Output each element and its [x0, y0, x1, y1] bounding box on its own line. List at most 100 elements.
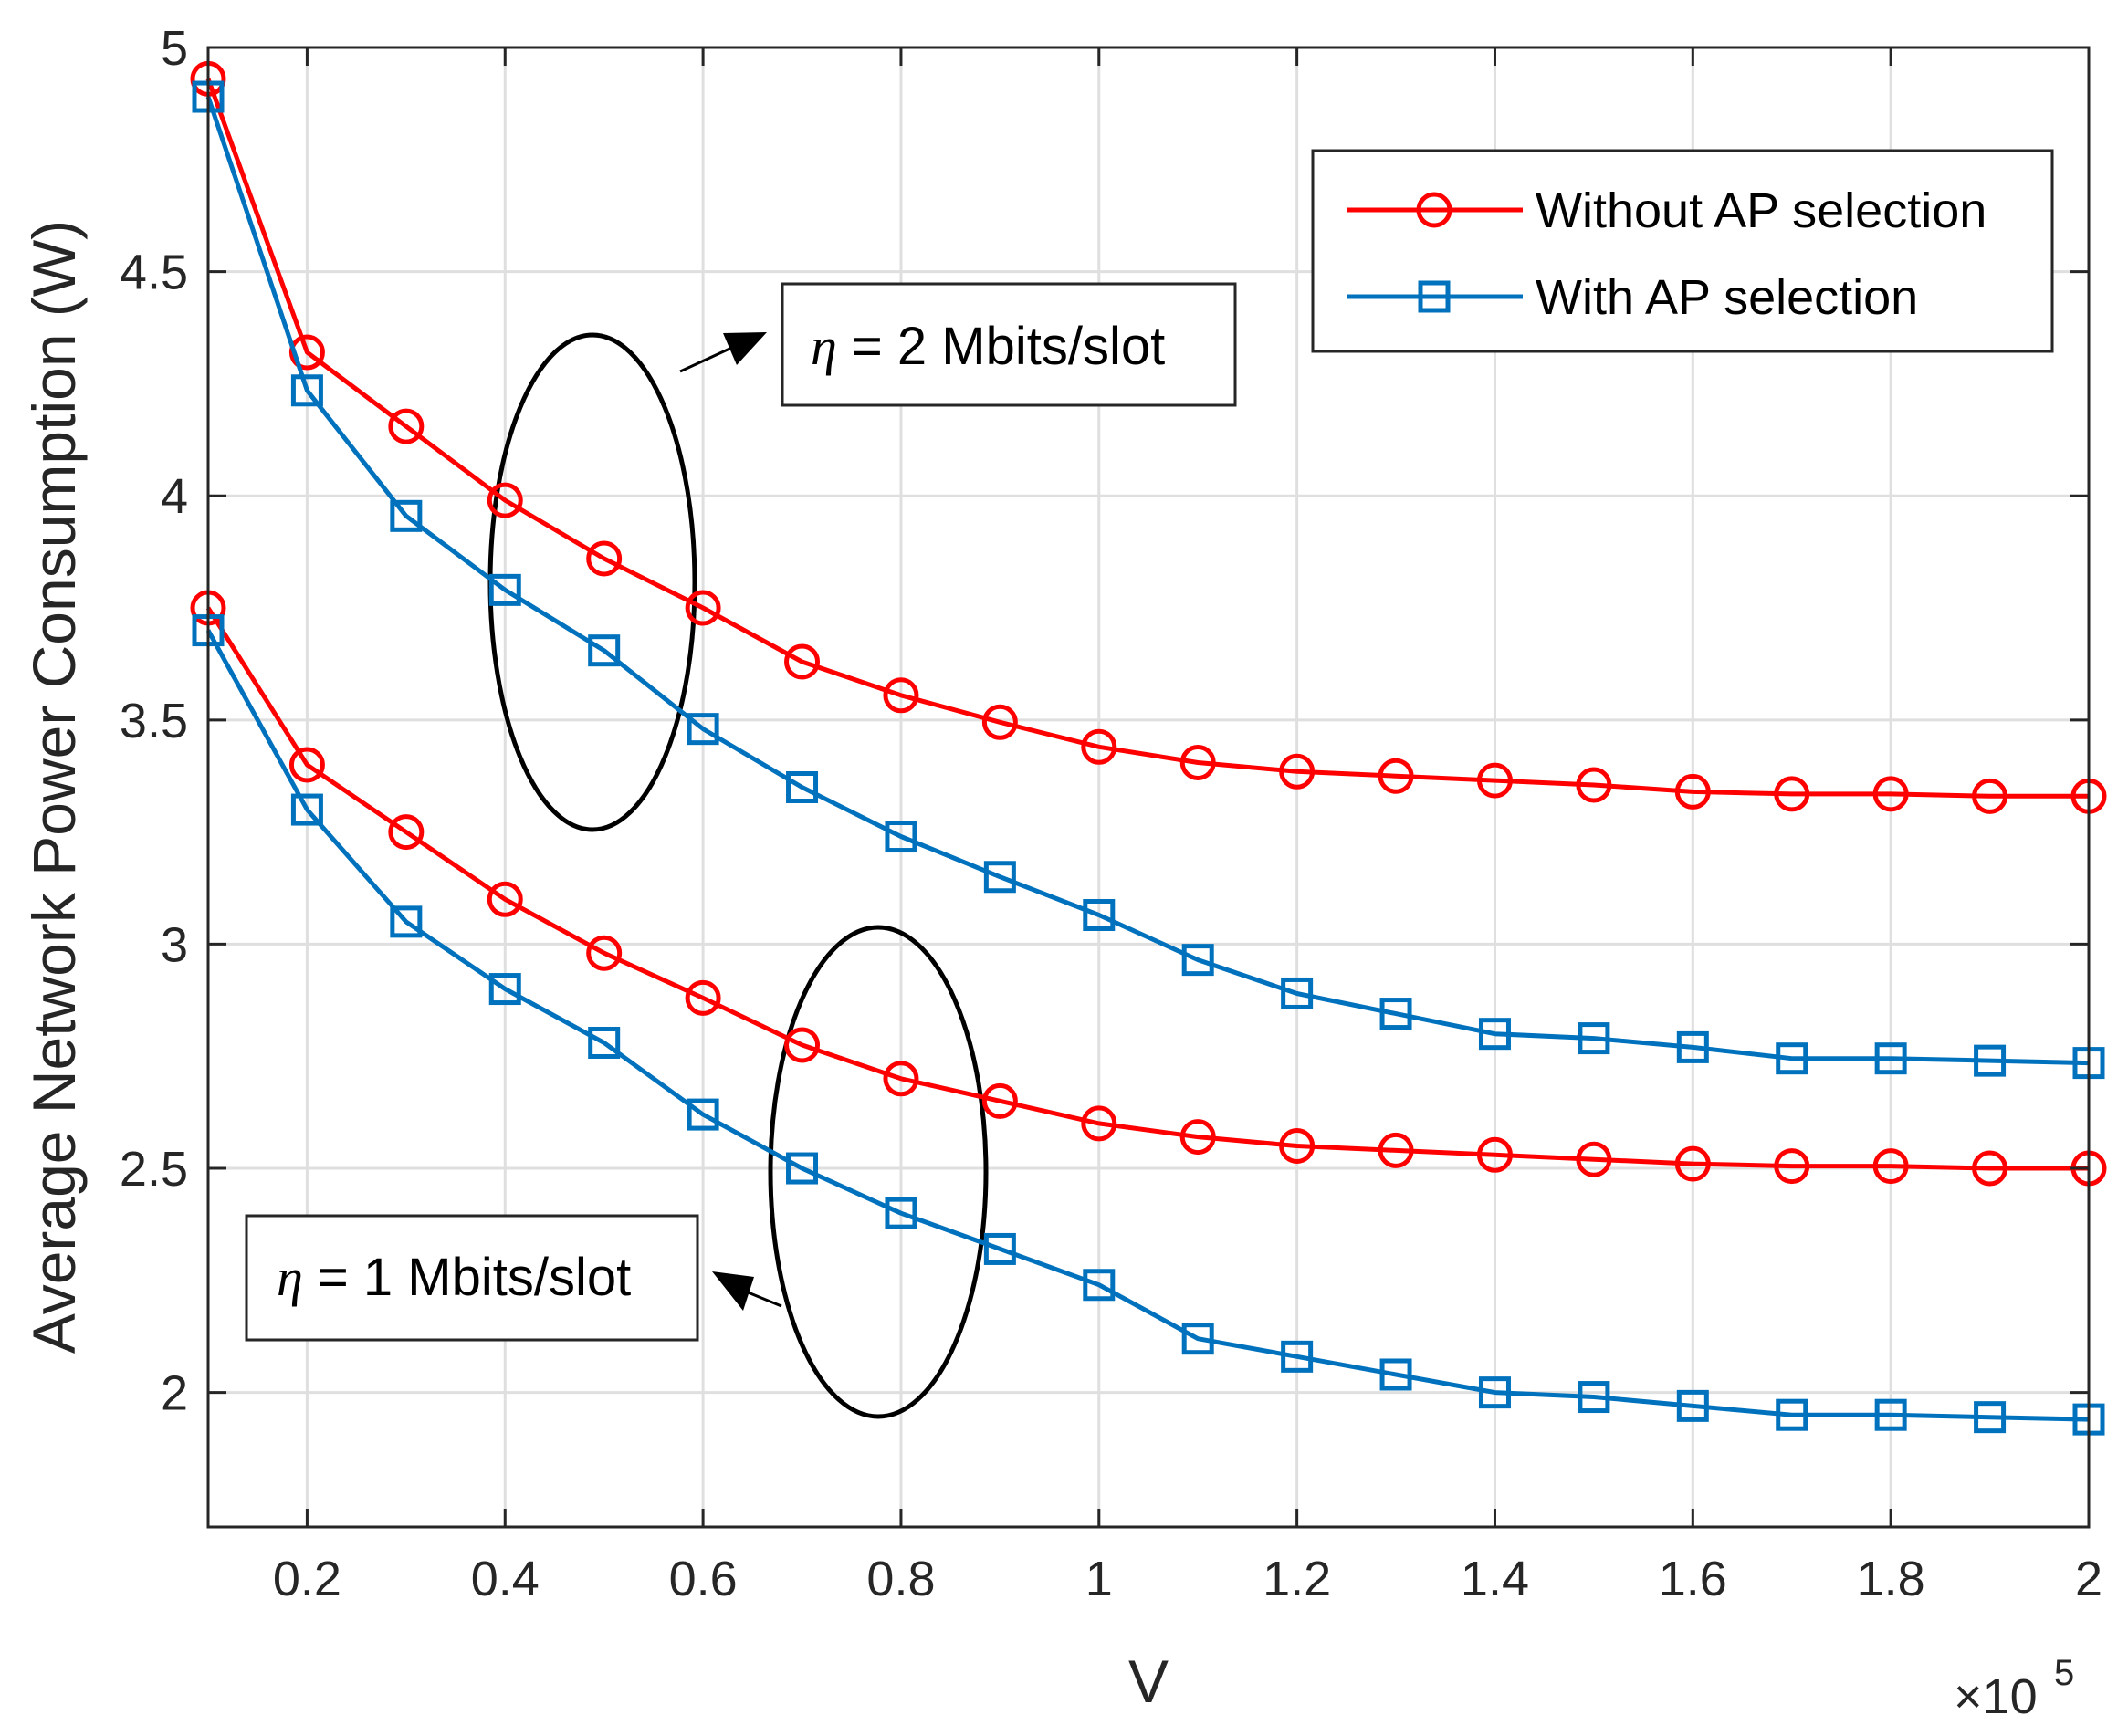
- data-point: [1972, 1150, 2008, 1187]
- legend-box: [1311, 149, 2054, 353]
- ticks: [208, 46, 2091, 1527]
- data-point: [290, 793, 323, 826]
- data-point: [288, 334, 325, 371]
- data-point: [687, 1098, 719, 1131]
- data-point: [290, 374, 323, 407]
- data-point: [885, 1197, 917, 1229]
- data-point: [1181, 1323, 1214, 1355]
- data-point: [883, 1061, 919, 1097]
- data-point: [1179, 1119, 1216, 1156]
- y-axis-label: Average Network Power Consumption (W): [20, 220, 88, 1354]
- data-point: [1776, 1042, 1808, 1075]
- data-point: [1476, 1136, 1513, 1173]
- x-axis-label: V: [1128, 1647, 1169, 1715]
- annotation-box-eta-2: [781, 282, 1237, 407]
- y-tick-label: 4.5: [120, 246, 188, 300]
- data-point: [488, 573, 521, 606]
- y-tick-label: 2: [161, 1366, 188, 1421]
- data-point: [1281, 1340, 1314, 1373]
- annotation-arrow-eta-2: [679, 343, 739, 373]
- x-exponent-base: ×10: [1954, 1669, 2038, 1724]
- x-tick-label: 0.8: [866, 1552, 935, 1606]
- x-tick-label: 0.4: [471, 1552, 540, 1606]
- data-point: [786, 1152, 819, 1185]
- series-layer: [190, 60, 2107, 1436]
- data-point: [1676, 1389, 1709, 1422]
- data-point: [1083, 1269, 1116, 1302]
- data-point: [1279, 753, 1316, 790]
- data-point: [1081, 728, 1117, 765]
- data-point: [885, 821, 917, 853]
- x-tick-label: 1.4: [1461, 1552, 1529, 1606]
- series-1: [192, 80, 2105, 1080]
- x-tick-label: 0.6: [669, 1552, 738, 1606]
- data-point: [1181, 944, 1214, 977]
- data-point: [1379, 1358, 1412, 1391]
- legend-label-without: Without AP selection: [1536, 183, 1986, 238]
- series-line: [205, 96, 2090, 1066]
- data-point: [1972, 778, 2008, 814]
- data-point: [586, 540, 623, 577]
- data-point: [588, 1026, 621, 1059]
- data-point: [1576, 767, 1612, 803]
- legend-marker-with: [1418, 280, 1451, 313]
- legend-marker-without: [1416, 192, 1452, 228]
- data-point: [983, 1232, 1016, 1265]
- annotation-eta-1: η = 1 Mbits/slot: [245, 1214, 782, 1342]
- data-point: [784, 1027, 821, 1063]
- data-point: [1974, 1401, 2007, 1434]
- annotation-arrowhead-eta-1: [712, 1271, 754, 1311]
- tick-labels: 0.2 0.4 0.6 0.8 1 1.2 1.4 1.6 1.8 2 2 2.5 3 3.5 4 4.5 5: [120, 21, 2102, 1606]
- data-point: [1578, 1381, 1610, 1414]
- y-tick-label: 3: [161, 917, 188, 972]
- data-point: [1776, 1398, 1808, 1431]
- data-point: [1083, 898, 1116, 931]
- data-point: [1478, 1018, 1511, 1051]
- group-ellipse-eta-1: [768, 925, 989, 1419]
- data-point: [1674, 773, 1711, 810]
- data-point: [1974, 1044, 2007, 1077]
- data-point: [1676, 1030, 1709, 1063]
- data-point: [1872, 1148, 1909, 1185]
- data-point: [687, 713, 719, 746]
- data-point: [388, 408, 425, 444]
- data-point: [1872, 776, 1909, 812]
- data-point: [487, 482, 523, 518]
- series-3: [192, 614, 2105, 1436]
- data-point: [388, 814, 425, 851]
- series-2: [190, 590, 2107, 1187]
- data-point: [1874, 1398, 1907, 1431]
- data-point: [390, 499, 423, 532]
- annotation-text-eta-1: η = 1 Mbits/slot: [277, 1248, 631, 1307]
- plot-frame: [206, 46, 2091, 1529]
- annotation-eta-2: η = 2 Mbits/slot: [679, 282, 1237, 407]
- data-point: [981, 704, 1018, 740]
- data-point: [786, 771, 819, 803]
- x-tick-label: 1.8: [1857, 1552, 1925, 1606]
- data-point: [1874, 1042, 1907, 1075]
- y-tick-label: 2.5: [120, 1142, 188, 1197]
- x-exponent-power: 5: [2054, 1653, 2074, 1693]
- data-point: [983, 861, 1016, 894]
- data-point: [883, 677, 919, 714]
- data-point: [586, 935, 623, 971]
- data-point: [1674, 1145, 1711, 1182]
- annotation-box-eta-1: [245, 1214, 699, 1342]
- annotation-text-eta-2: η = 2 Mbits/slot: [811, 317, 1165, 376]
- data-point: [1576, 1141, 1612, 1177]
- data-point: [685, 590, 721, 626]
- data-point: [1774, 776, 1810, 812]
- data-point: [685, 979, 721, 1016]
- data-point: [784, 643, 821, 680]
- data-point: [1476, 762, 1513, 799]
- y-tick-label: 5: [161, 21, 188, 76]
- x-tick-label: 1: [1085, 1552, 1113, 1606]
- series-line: [205, 629, 2090, 1422]
- x-exponent: ×10 5: [1954, 1653, 2074, 1724]
- data-point: [1379, 998, 1412, 1030]
- data-point: [488, 973, 521, 1006]
- data-point: [288, 747, 325, 783]
- data-point: [588, 634, 621, 667]
- data-point: [487, 881, 523, 917]
